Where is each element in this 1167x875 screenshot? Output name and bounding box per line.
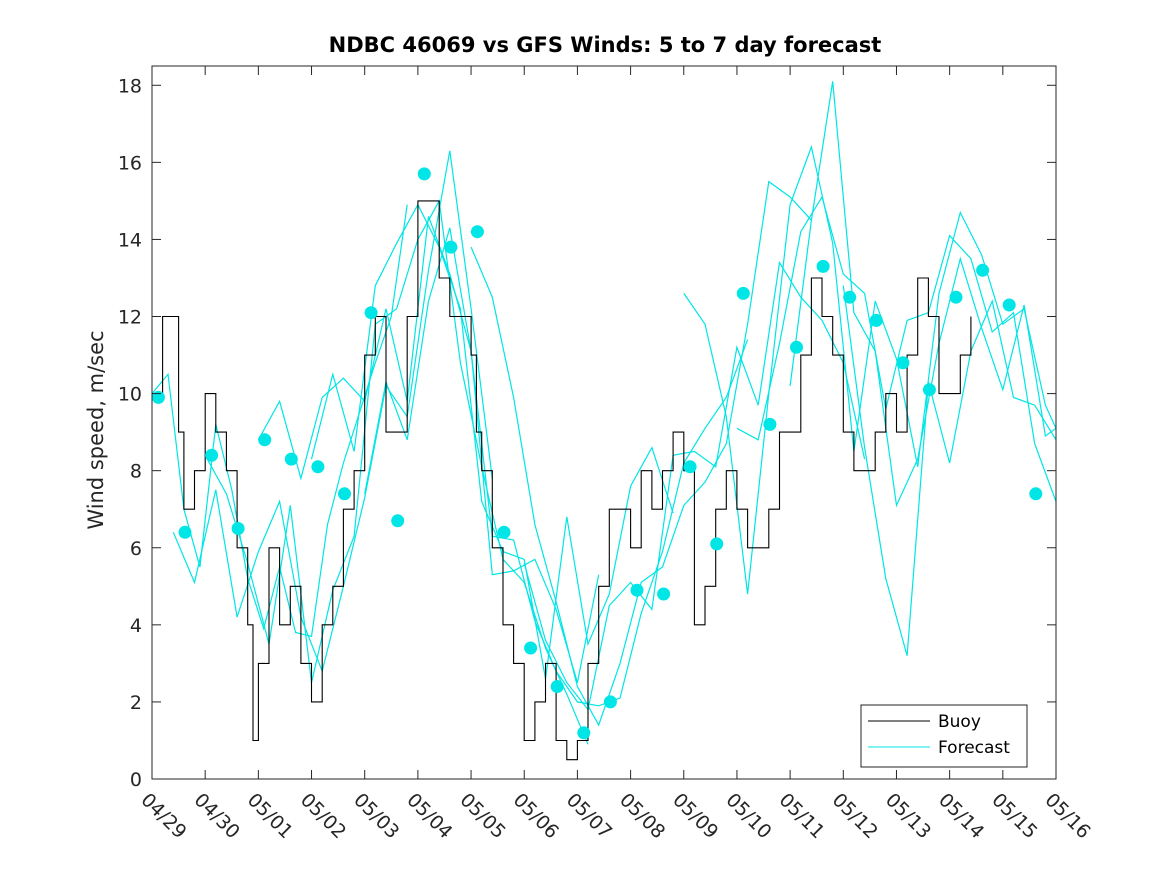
forecast-point-12 — [471, 225, 484, 238]
forecast-point-0 — [152, 391, 165, 404]
forecast-point-15 — [551, 680, 564, 693]
y-tick-label-9: 18 — [118, 75, 142, 97]
forecast-point-26 — [843, 291, 856, 304]
y-tick-label-6: 12 — [118, 307, 142, 329]
forecast-point-16 — [577, 726, 590, 739]
wind-speed-chart: NDBC 46069 vs GFS Winds: 5 to 7 day fore… — [0, 0, 1167, 875]
forecast-point-17 — [604, 695, 617, 708]
forecast-point-29 — [923, 383, 936, 396]
y-tick-label-0: 0 — [130, 769, 142, 791]
forecast-point-4 — [258, 433, 271, 446]
forecast-point-19 — [657, 588, 670, 601]
forecast-point-2 — [205, 449, 218, 462]
forecast-point-6 — [311, 460, 324, 473]
chart-title: NDBC 46069 vs GFS Winds: 5 to 7 day fore… — [329, 33, 882, 57]
forecast-point-32 — [1003, 299, 1016, 312]
forecast-point-24 — [790, 341, 803, 354]
y-axis-label: Wind speed, m/sec — [84, 330, 108, 529]
forecast-point-28 — [896, 356, 909, 369]
legend-label-forecast: Forecast — [938, 738, 1010, 758]
forecast-point-11 — [444, 241, 457, 254]
y-tick-label-4: 8 — [130, 461, 142, 483]
forecast-point-31 — [976, 264, 989, 277]
forecast-point-10 — [418, 167, 431, 180]
legend-label-buoy: Buoy — [938, 712, 981, 732]
forecast-point-30 — [950, 291, 963, 304]
y-tick-label-3: 6 — [130, 538, 142, 560]
forecast-point-22 — [737, 287, 750, 300]
y-tick-label-2: 4 — [130, 615, 142, 637]
y-tick-label-5: 10 — [118, 384, 142, 406]
forecast-point-27 — [870, 314, 883, 327]
forecast-point-33 — [1029, 487, 1042, 500]
forecast-point-7 — [338, 487, 351, 500]
forecast-point-20 — [684, 460, 697, 473]
forecast-point-18 — [631, 584, 644, 597]
forecast-point-5 — [285, 453, 298, 466]
forecast-point-14 — [524, 642, 537, 655]
forecast-point-8 — [365, 306, 378, 319]
forecast-point-23 — [763, 418, 776, 431]
y-tick-label-7: 14 — [118, 229, 142, 251]
forecast-point-21 — [710, 537, 723, 550]
forecast-point-9 — [391, 514, 404, 527]
legend: Buoy Forecast — [861, 705, 1027, 767]
forecast-point-25 — [817, 260, 830, 273]
forecast-point-3 — [232, 522, 245, 535]
forecast-point-1 — [179, 526, 192, 539]
y-tick-label-1: 2 — [130, 692, 142, 714]
forecast-point-13 — [498, 526, 511, 539]
y-tick-label-8: 16 — [118, 152, 142, 174]
